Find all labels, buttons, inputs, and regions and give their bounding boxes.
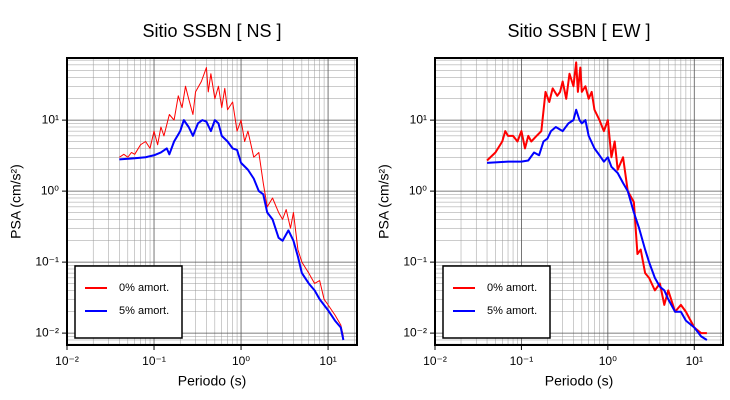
x-tick-label: 10⁻² <box>423 354 447 368</box>
x-axis-label: Periodo (s) <box>178 373 246 389</box>
y-tick-label: 10⁻¹ <box>403 254 427 268</box>
legend-box <box>74 265 183 339</box>
legend-label: 5% amort. <box>487 305 537 317</box>
y-tick-label: 10¹ <box>42 112 59 126</box>
x-axis-label: Periodo (s) <box>545 373 613 389</box>
legend-label: 0% amort. <box>487 282 537 294</box>
y-tick-label: 10¹ <box>410 112 427 126</box>
y-tick-label: 10⁻¹ <box>35 254 59 268</box>
legend-box <box>442 265 551 339</box>
x-tick-label: 10¹ <box>686 354 703 368</box>
data-line <box>119 119 345 341</box>
y-axis-label: PSA (cm/s²) <box>8 164 24 239</box>
y-tick-label: 10⁰ <box>409 183 427 197</box>
data-line <box>486 108 708 341</box>
plot-frame <box>434 57 724 346</box>
plot-frame <box>66 57 358 346</box>
legend-label: 5% amort. <box>119 305 169 317</box>
data-line <box>119 67 344 337</box>
data-line <box>486 61 707 335</box>
y-tick-label: 10⁰ <box>41 183 59 197</box>
x-tick-label: 10⁻¹ <box>142 354 166 368</box>
y-tick-label: 10⁻² <box>35 325 59 339</box>
y-tick-label: 10⁻² <box>403 325 427 339</box>
y-axis-label: PSA (cm/s²) <box>376 164 392 239</box>
x-tick-label: 10⁰ <box>232 354 250 368</box>
x-tick-label: 10⁻² <box>55 354 79 368</box>
chart-title: Sitio SSBN [ EW ] <box>507 21 650 41</box>
x-tick-label: 10⁰ <box>599 354 617 368</box>
chart-title: Sitio SSBN [ NS ] <box>142 21 281 41</box>
x-tick-label: 10⁻¹ <box>510 354 534 368</box>
x-tick-label: 10¹ <box>319 354 336 368</box>
legend-label: 0% amort. <box>119 282 169 294</box>
